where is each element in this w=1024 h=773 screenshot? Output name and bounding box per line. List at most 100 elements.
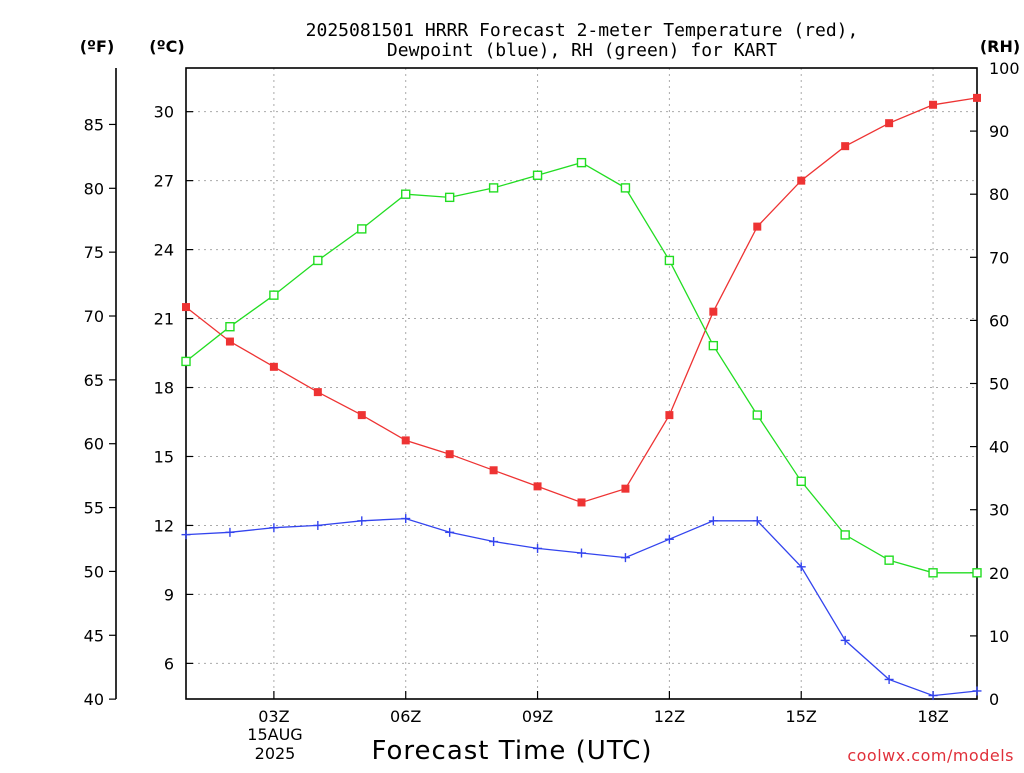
dewpoint-point xyxy=(840,635,850,645)
fahrenheit-tick-label: 65 xyxy=(84,371,104,390)
rh-tick-label: 60 xyxy=(989,311,1009,330)
2-meter-temperature-point xyxy=(665,411,674,420)
rh-tick-label: 30 xyxy=(989,501,1009,520)
rh-tick-label: 90 xyxy=(989,122,1009,141)
dewpoint-point xyxy=(489,537,499,547)
celsius-tick-label: 21 xyxy=(154,310,174,329)
x-tick-label: 03Z xyxy=(258,707,289,726)
dewpoint-point xyxy=(313,520,323,530)
rh-tick-label: 20 xyxy=(989,564,1009,583)
dewpoint-point xyxy=(928,691,938,701)
dewpoint-point xyxy=(972,686,982,696)
2-meter-temperature-point xyxy=(225,337,234,346)
celsius-tick-label: 6 xyxy=(164,654,174,673)
2-meter-temperature-point xyxy=(445,450,454,459)
2-meter-temperature-point xyxy=(313,388,322,397)
2-meter-temperature-point xyxy=(841,142,850,151)
fahrenheit-tick-label: 55 xyxy=(84,499,104,518)
2-meter-temperature-point xyxy=(621,484,630,493)
date-label-day: 15AUG xyxy=(247,725,302,744)
celsius-tick-label: 9 xyxy=(164,585,174,604)
series-lines xyxy=(181,93,982,701)
rh-tick-label: 70 xyxy=(989,248,1009,267)
dewpoint-point xyxy=(445,527,455,537)
rh-point xyxy=(708,340,719,351)
celsius-unit-label: (ºC) xyxy=(149,37,184,56)
fahrenheit-tick-label: 60 xyxy=(84,435,104,454)
rh-point xyxy=(796,476,806,487)
tick-labels: 6 9 12 15 18 21 24 27 30 40 45 50 55 60 65 70 75 80 85 0 10 2… xyxy=(84,59,1020,726)
x-tick-label: 12Z xyxy=(654,707,685,726)
rh-point xyxy=(532,170,543,180)
rh-point xyxy=(488,183,499,193)
dewpoint-point xyxy=(269,523,279,533)
dewpoint-point xyxy=(664,534,674,544)
celsius-tick-label: 27 xyxy=(154,172,174,191)
dewpoint-point xyxy=(357,516,367,526)
dewpoint-point xyxy=(533,543,543,553)
dewpoint-point xyxy=(796,562,806,572)
rh-unit-label: (RH) xyxy=(980,37,1020,56)
fahrenheit-tick-label: 85 xyxy=(84,115,104,134)
x-tick-label: 09Z xyxy=(522,707,553,726)
fahrenheit-tick-label: 45 xyxy=(84,626,104,645)
fahrenheit-tick-label: 80 xyxy=(84,179,104,198)
x-tick-label: 15Z xyxy=(786,707,817,726)
fahrenheit-unit-label: (ºF) xyxy=(80,37,115,56)
dewpoint-point xyxy=(401,514,411,524)
rh-point xyxy=(401,189,411,199)
dewpoint-line xyxy=(185,517,978,697)
rh-point xyxy=(269,290,279,300)
rh-point xyxy=(884,555,894,565)
rh-tick-label: 50 xyxy=(989,375,1009,394)
rh-point xyxy=(313,255,323,266)
chart-title-line2: Dewpoint (blue), RH (green) for KART xyxy=(387,40,777,61)
date-label-year: 2025 xyxy=(255,744,296,763)
celsius-tick-label: 30 xyxy=(154,103,174,122)
rh-tick-label: 10 xyxy=(989,627,1009,646)
celsius-tick-label: 15 xyxy=(154,447,174,466)
2-meter-temperature-point xyxy=(357,411,366,420)
fahrenheit-tick-label: 70 xyxy=(84,307,104,326)
2-meter-temperature-point xyxy=(577,498,586,507)
rh-tick-label: 40 xyxy=(989,438,1009,457)
2-meter-temperature-point xyxy=(797,176,806,185)
celsius-tick-label: 24 xyxy=(154,241,174,260)
rh-line xyxy=(185,161,977,574)
rh-point xyxy=(928,568,938,578)
x-axis-title: Forecast Time (UTC) xyxy=(371,736,652,766)
x-tick-label: 18Z xyxy=(917,707,948,726)
dewpoint-point xyxy=(225,527,235,537)
2-meter-temperature-point xyxy=(709,307,718,316)
fahrenheit-tick-label: 40 xyxy=(84,690,104,709)
2-meter-temperature-point xyxy=(885,119,894,128)
x-tick-label: 06Z xyxy=(390,707,421,726)
2-meter-temperature-point xyxy=(973,93,981,102)
rh-point xyxy=(620,183,631,193)
dewpoint-point xyxy=(577,548,586,558)
rh-point xyxy=(840,530,850,540)
fahrenheit-tick-label: 75 xyxy=(84,243,104,262)
axes xyxy=(109,67,978,700)
2-meter-temperature-point xyxy=(182,303,190,312)
rh-point xyxy=(576,157,587,168)
rh-point xyxy=(357,224,367,234)
2-meter-temperature-point xyxy=(489,466,498,475)
dewpoint-point xyxy=(708,516,718,526)
rh-point xyxy=(664,255,675,266)
rh-point xyxy=(752,410,762,420)
rh-tick-label: 100 xyxy=(989,59,1020,78)
dewpoint-point xyxy=(620,553,630,563)
2-meter-temperature-point xyxy=(401,436,410,445)
rh-point xyxy=(181,356,191,367)
dewpoint-point xyxy=(884,674,894,684)
2-meter-temperature-point xyxy=(533,482,542,491)
fahrenheit-tick-label: 50 xyxy=(84,562,104,581)
rh-point xyxy=(225,322,235,332)
2-meter-temperature-point xyxy=(753,222,762,231)
rh-tick-label: 80 xyxy=(989,185,1009,204)
2-meter-temperature-point xyxy=(269,362,278,371)
dewpoint-point xyxy=(181,530,191,540)
